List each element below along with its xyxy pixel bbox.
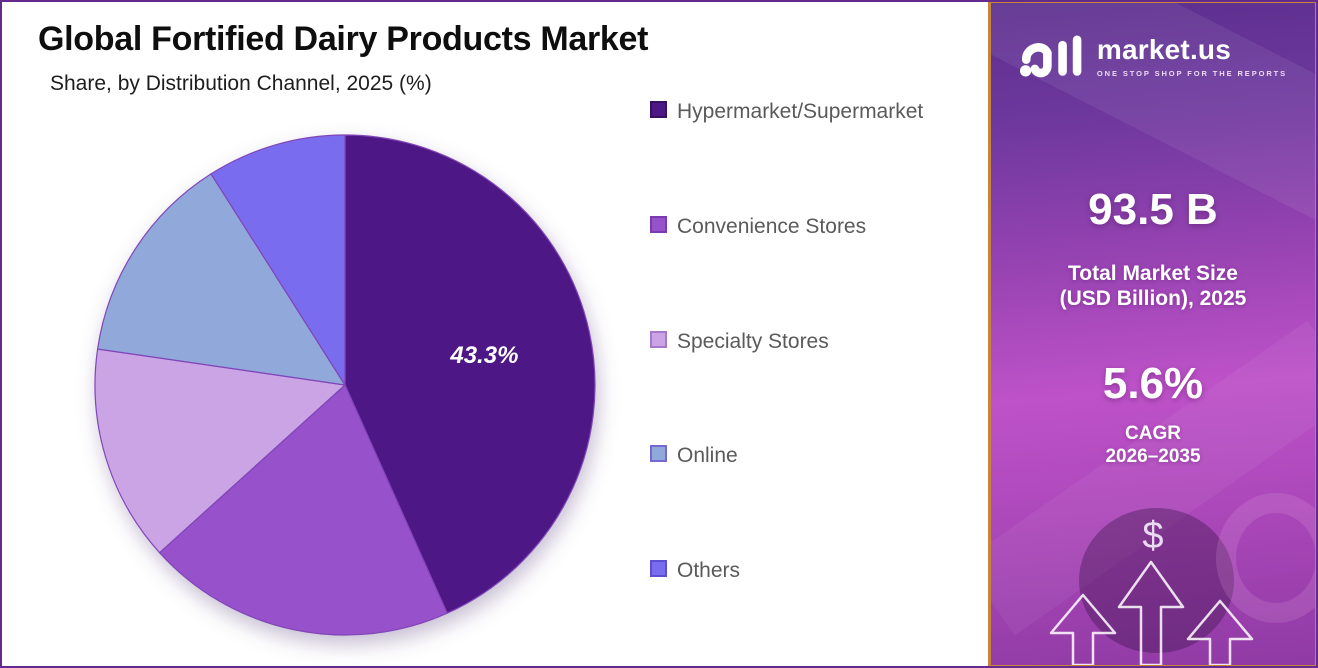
- brand-text: market.us ONE STOP SHOP FOR THE REPORTS: [1096, 34, 1288, 79]
- stat-cagr: 5.6% CAGR 2026–2035: [991, 359, 1315, 469]
- legend-item-hypermarket-supermarket: Hypermarket/Supermarket: [650, 97, 960, 127]
- legend-swatch-icon: [650, 101, 667, 118]
- stat-label-line1: CAGR: [1125, 423, 1181, 444]
- stat-value: 5.6%: [1102, 359, 1204, 408]
- legend-swatch-icon: [650, 216, 667, 233]
- growth-arrows-icon: [1049, 560, 1254, 665]
- legend-label: Convenience Stores: [677, 215, 867, 238]
- market-us-logo-icon: [1019, 35, 1082, 78]
- legend-label: Specialty Stores: [677, 330, 829, 353]
- stat-label-line2: (USD Billion), 2025: [1059, 287, 1247, 311]
- dollar-icon: $: [1142, 515, 1164, 557]
- brand-logo: market.us ONE STOP SHOP FOR THE REPORTS: [991, 31, 1315, 83]
- legend-item-convenience-stores: Convenience Stores: [650, 212, 960, 242]
- brand-tagline: ONE STOP SHOP FOR THE REPORTS: [1096, 69, 1288, 78]
- stat-label: CAGR 2026–2035: [991, 423, 1315, 469]
- pie-slice-online: [97, 173, 346, 386]
- legend-item-others: Others: [650, 556, 960, 586]
- legend-swatch-icon: [650, 445, 667, 462]
- brand-name: market.us: [1096, 34, 1232, 65]
- page-subtitle: Share, by Distribution Channel, 2025 (%): [50, 72, 432, 95]
- legend-swatch-icon: [650, 560, 667, 577]
- pie-chart-svg: 43.3%: [94, 134, 596, 636]
- legend-item-specialty-stores: Specialty Stores: [650, 327, 960, 357]
- chart-panel: Global Fortified Dairy Products Market S…: [38, 0, 970, 668]
- legend-label: Online: [677, 444, 738, 467]
- legend-label: Hypermarket/Supermarket: [677, 100, 924, 123]
- chart-legend: Hypermarket/Supermarket Convenience Stor…: [650, 0, 970, 668]
- pie-slice-specialty-stores: [94, 348, 346, 554]
- stat-value: 93.5 B: [1088, 185, 1218, 234]
- page-title: Global Fortified Dairy Products Market: [38, 20, 649, 58]
- stat-label-line1: Total Market Size: [1068, 262, 1238, 285]
- pie-slice-hypermarket-supermarket: [344, 134, 596, 614]
- legend-label: Others: [677, 559, 741, 582]
- stat-total-market-size: 93.5 B Total Market Size (USD Billion), …: [991, 185, 1315, 311]
- legend-item-online: Online: [650, 441, 960, 471]
- pie-data-label: 43.3%: [449, 342, 518, 369]
- stat-label: Total Market Size (USD Billion), 2025: [991, 261, 1315, 311]
- legend-swatch-icon: [650, 331, 667, 348]
- pie-chart: 43.3%: [92, 132, 598, 638]
- brand-sidebar: market.us ONE STOP SHOP FOR THE REPORTS …: [988, 0, 1318, 668]
- stat-label-line2: 2026–2035: [1105, 445, 1201, 467]
- pie-slice-convenience-stores: [158, 384, 448, 636]
- pie-slice-others: [210, 134, 346, 386]
